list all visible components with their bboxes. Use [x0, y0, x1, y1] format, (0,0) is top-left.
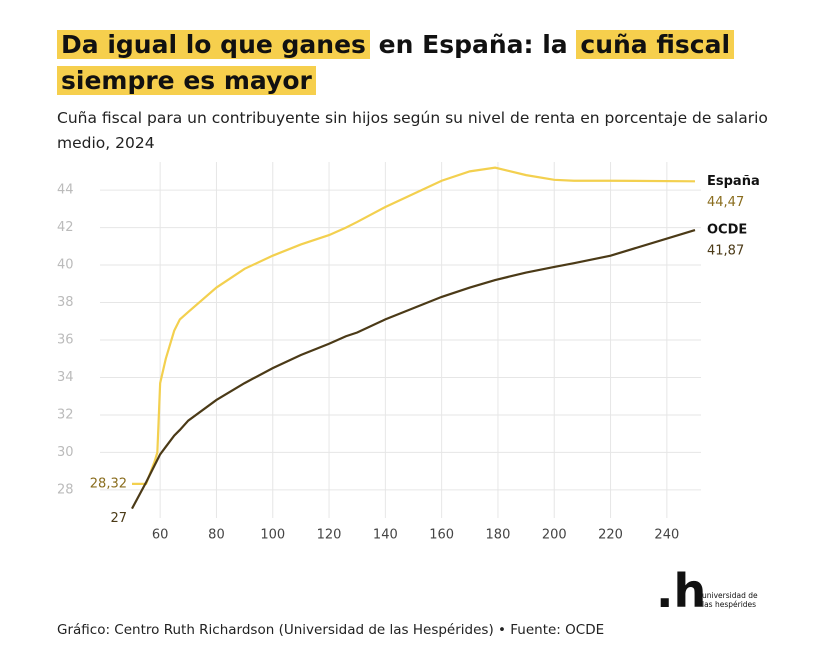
x-tick-label: 220	[598, 528, 623, 543]
y-tick-label: 42	[57, 220, 74, 235]
title-highlight: Da igual lo que ganes	[57, 30, 370, 59]
x-tick-label: 120	[317, 528, 342, 543]
title-highlight: siempre es mayor	[57, 66, 316, 95]
y-tick-label: 30	[57, 445, 74, 460]
y-tick-label: 44	[57, 183, 74, 198]
series-name: España	[707, 174, 760, 189]
title-highlight: cuña fiscal	[576, 30, 735, 59]
x-tick-label: 140	[373, 528, 398, 543]
series-line	[132, 166, 696, 485]
title-line: siempre es mayor	[57, 64, 316, 98]
y-tick-label: 28	[57, 482, 74, 497]
y-tick-label: 32	[57, 407, 74, 422]
x-tick-label: 240	[654, 528, 679, 543]
source: Gráfico: Centro Ruth Richardson (Univers…	[57, 622, 605, 638]
logo-text: universidad de las hespérides	[702, 591, 758, 609]
series-name: OCDE	[707, 223, 747, 238]
x-tick-label: 200	[542, 528, 567, 543]
series-line	[131, 228, 696, 510]
y-tick-label: 34	[57, 370, 74, 385]
x-tick-label: 80	[208, 528, 225, 543]
value-label: 41,87	[707, 244, 744, 259]
title-text: en España: la	[378, 30, 568, 59]
y-tick-label: 40	[57, 258, 74, 273]
y-tick-label: 36	[57, 333, 74, 348]
subtitle: Cuña fiscal para un contribuyente sin hi…	[57, 109, 768, 152]
x-tick-label: 60	[152, 528, 169, 543]
logo-mark: .h	[656, 564, 707, 618]
x-tick-label: 100	[260, 528, 285, 543]
value-label: 27	[110, 511, 127, 526]
value-label: 44,47	[707, 195, 744, 210]
x-tick-label: 180	[486, 528, 511, 543]
x-tick-label: 160	[429, 528, 454, 543]
title-line: Da igual lo que ganes en España: la cuña…	[57, 28, 735, 62]
y-tick-label: 38	[57, 295, 74, 310]
value-label: 28,32	[90, 476, 127, 491]
